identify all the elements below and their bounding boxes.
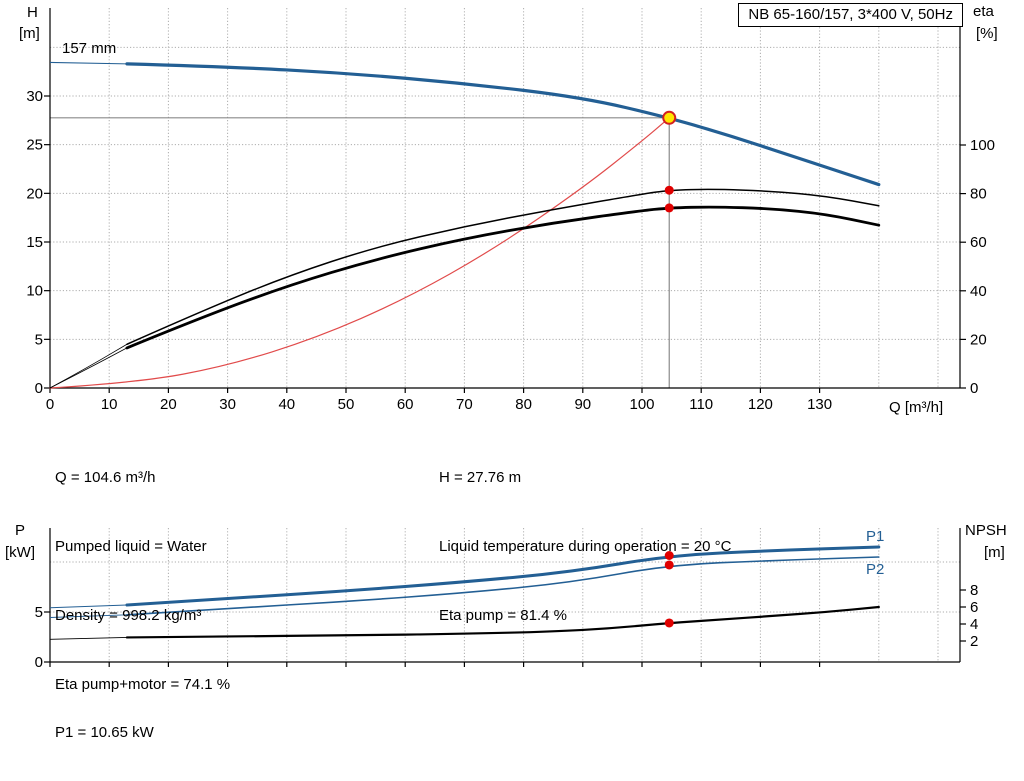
duty-point-marker bbox=[662, 110, 677, 125]
density-text: Density = 998.2 kg/m³ bbox=[55, 607, 202, 624]
npsh-tick-label: 6 bbox=[970, 599, 978, 616]
p1-curve-label: P1 bbox=[866, 528, 885, 545]
q-tick-label: 10 bbox=[101, 396, 118, 413]
npsh-tick-label: 8 bbox=[970, 582, 978, 599]
q-tick-label: 70 bbox=[456, 396, 473, 413]
p-axis-unit: [kW] bbox=[5, 544, 35, 561]
eta-pump-text: Eta pump = 81.4 % bbox=[439, 607, 567, 624]
npsh-duty-dot bbox=[664, 618, 674, 628]
p2-curve-lead bbox=[49, 614, 127, 618]
pump-model-title: NB 65-160/157, 3*400 V, 50Hz bbox=[738, 3, 963, 27]
npsh-curve-lead bbox=[49, 636, 127, 640]
eta-pump-motor-text: Eta pump+motor = 74.1 % bbox=[55, 676, 231, 693]
npsh-axis-unit: [m] bbox=[984, 544, 1005, 561]
impeller-diameter-label: 157 mm bbox=[62, 40, 117, 57]
q-tick-label: 80 bbox=[515, 396, 532, 413]
npsh-curve bbox=[125, 605, 880, 639]
duty-head-text: H = 27.76 m bbox=[439, 469, 522, 486]
h-tick-label: 25 bbox=[26, 137, 43, 154]
eta-pump-curve-lead bbox=[49, 343, 128, 389]
eta-tick-label: 0 bbox=[970, 380, 978, 397]
q-tick-label: 20 bbox=[160, 396, 177, 413]
eta-pump-curve bbox=[126, 188, 880, 346]
q-tick-label: 120 bbox=[748, 396, 773, 413]
p2-curve-label: P2 bbox=[866, 561, 885, 578]
p-axis-title: P bbox=[15, 522, 26, 539]
h-axis-title: H bbox=[27, 4, 38, 21]
q-tick-label: 40 bbox=[278, 396, 295, 413]
q-tick-label: 110 bbox=[689, 396, 713, 413]
duty-annotations-left: Q = 104.6 m³/h Pumped liquid = Water Den… bbox=[55, 420, 230, 742]
npsh-tick-label: 4 bbox=[970, 616, 978, 633]
p1-curve-lead bbox=[49, 604, 127, 609]
p2-duty-dot bbox=[664, 560, 674, 570]
eta-tick-label: 80 bbox=[970, 186, 987, 203]
eta-pump-motor-duty-dot bbox=[664, 203, 674, 213]
head-curve-lead bbox=[49, 61, 127, 65]
q-tick-label: 50 bbox=[338, 396, 355, 413]
duty-annotations-right: H = 27.76 m Liquid temperature during op… bbox=[439, 420, 731, 673]
q-tick-label: 0 bbox=[46, 396, 54, 413]
p2-curve bbox=[126, 556, 880, 616]
liquid-temp-text: Liquid temperature during operation = 20… bbox=[439, 538, 732, 555]
q-tick-label: 90 bbox=[574, 396, 591, 413]
p-tick-label: 5 bbox=[35, 604, 43, 621]
eta-tick-label: 40 bbox=[970, 283, 987, 300]
q-tick-label: 30 bbox=[219, 396, 236, 413]
q-axis-label: Q [m³/h] bbox=[889, 399, 944, 416]
npsh-tick-label: 2 bbox=[970, 633, 978, 650]
h-tick-label: 15 bbox=[26, 234, 43, 251]
pumped-liquid-text: Pumped liquid = Water bbox=[55, 538, 207, 555]
p1-duty-dot bbox=[664, 551, 674, 560]
q-tick-label: 100 bbox=[629, 396, 654, 413]
duty-flow-text: Q = 104.6 m³/h bbox=[55, 469, 156, 486]
head-curve bbox=[125, 62, 881, 187]
h-axis-unit: [m] bbox=[19, 25, 40, 42]
power-annotations: P1 = 10.65 kW P2 = 9.704 kW NPSH = 4.12 … bbox=[55, 675, 389, 781]
npsh-axis-title: NPSH bbox=[965, 522, 1007, 539]
eta-axis-title: eta bbox=[973, 3, 994, 20]
eta-pump-duty-dot bbox=[664, 185, 674, 195]
p1-value-text: P1 = 10.65 kW bbox=[55, 724, 154, 741]
h-tick-label: 5 bbox=[35, 331, 43, 348]
p1-curve bbox=[125, 545, 881, 607]
h-tick-label: 30 bbox=[26, 88, 43, 105]
eta-tick-label: 60 bbox=[970, 234, 987, 251]
q-tick-label: 130 bbox=[807, 396, 832, 413]
eta-pump-motor-curve bbox=[125, 205, 881, 350]
eta-axis-unit: [%] bbox=[976, 25, 998, 42]
p-tick-label: 0 bbox=[35, 654, 43, 671]
eta-tick-label: 20 bbox=[970, 331, 987, 348]
h-tick-label: 20 bbox=[26, 185, 43, 202]
system-curve bbox=[49, 117, 670, 389]
h-tick-label: 10 bbox=[26, 283, 43, 300]
q-tick-label: 60 bbox=[397, 396, 414, 413]
eta-tick-label: 100 bbox=[970, 137, 995, 154]
eta-pump-motor-curve-lead bbox=[49, 347, 128, 389]
h-tick-label: 0 bbox=[35, 380, 43, 397]
